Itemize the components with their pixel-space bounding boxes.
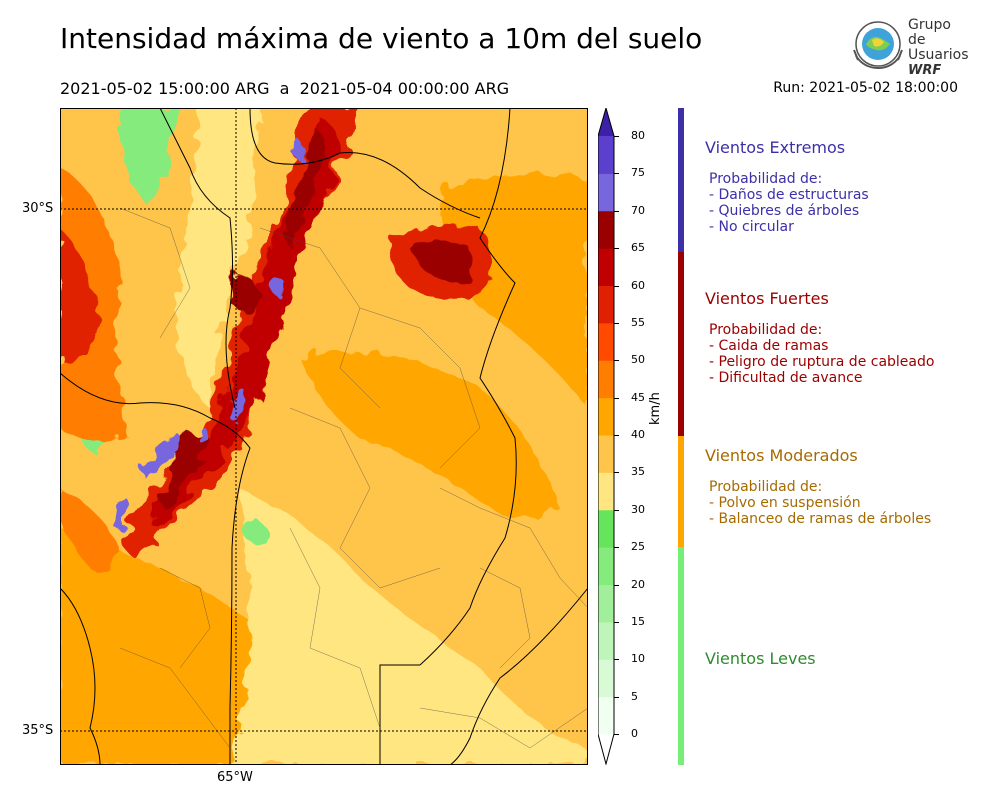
colorbar-tick-label: 70	[631, 203, 645, 217]
colorbar-tick-label: 5	[631, 689, 638, 703]
colorbar-segment	[598, 547, 614, 585]
category-block: Vientos Fuertes Probabilidad de: - Caida d…	[705, 289, 934, 386]
category-color-bar	[678, 108, 684, 252]
colorbar-tick	[614, 696, 619, 698]
category-description-line: - Daños de estructuras	[709, 187, 869, 203]
colorbar-segment	[598, 659, 614, 698]
colorbar-tick	[614, 285, 619, 287]
wind-field	[60, 108, 588, 765]
category-description: Probabilidad de: - Caida de ramas - Peligr…	[709, 322, 934, 386]
colorbar-tick	[614, 322, 619, 324]
category-block: Vientos Leves	[705, 649, 816, 668]
colorbar-tick-label: 65	[631, 241, 645, 255]
colorbar-tick	[614, 659, 619, 661]
category-description-line: - Peligro de ruptura de cableado	[709, 354, 935, 370]
colorbar-segment	[598, 696, 614, 735]
colorbar-segment	[598, 322, 614, 361]
colorbar-tick-label: 50	[631, 353, 645, 367]
department-borders	[119, 207, 588, 749]
category-description-line: - No circular	[709, 219, 794, 235]
category-color-bar	[678, 252, 684, 436]
colorbar-segment	[598, 248, 614, 286]
category-description-line: Probabilidad de:	[709, 479, 823, 495]
colorbar-tick	[614, 136, 619, 137]
colorbar-tick-label: 55	[631, 315, 645, 329]
wind-map	[60, 108, 588, 765]
colorbar-tick-label: 45	[631, 390, 645, 404]
colorbar-tick-label: 60	[631, 278, 645, 292]
colorbar-tick-label: 75	[631, 166, 645, 180]
colorbar-tick-label: 20	[631, 577, 645, 591]
chart-title: Intensidad máxima de viento a 10m del su…	[60, 22, 703, 55]
category-description: Probabilidad de: - Daños de estructuras - …	[709, 171, 869, 235]
colorbar-segment	[598, 173, 614, 212]
category-title: Vientos Extremos	[705, 138, 846, 157]
run-time: Run: 2021-05-02 18:00:00	[773, 80, 958, 96]
colorbar-tick	[614, 173, 619, 175]
lat-label-30s: 30°S	[22, 201, 54, 216]
category-description-line: - Caida de ramas	[709, 338, 829, 354]
colorbar-tick-label: 0	[631, 727, 638, 740]
category-description-line: Probabilidad de:	[709, 322, 823, 338]
colorbar-segment	[598, 435, 614, 473]
colorbar-tick	[614, 210, 619, 212]
colorbar	[598, 108, 615, 765]
forecast-period: 2021-05-02 15:00:00 ARG a 2021-05-04 00:…	[60, 79, 510, 98]
category-title: Vientos Leves	[705, 649, 816, 668]
category-description-line: Probabilidad de:	[709, 171, 823, 187]
category-description: Probabilidad de: - Polvo en suspensión - B…	[709, 479, 931, 527]
colorbar-segment	[598, 472, 614, 511]
colorbar-tick-label: 25	[631, 540, 645, 554]
logo-emblem-icon	[853, 21, 903, 70]
colorbar-tick	[614, 435, 619, 436]
colorbar-tick-label: 30	[631, 502, 645, 516]
colorbar-segment	[598, 584, 614, 623]
colorbar-segment	[598, 285, 614, 324]
province-borders	[60, 108, 588, 765]
colorbar-tick	[614, 547, 619, 549]
colorbar-tick	[614, 734, 619, 735]
colorbar-tick	[614, 509, 619, 511]
colorbar-segment	[598, 397, 614, 436]
colorbar-segment	[598, 136, 614, 174]
colorbar-tick	[614, 397, 619, 399]
category-description-line: - Dificultad de avance	[709, 370, 863, 386]
category-description-line: - Polvo en suspensión	[709, 495, 861, 511]
colorbar-unit: km/h	[648, 392, 663, 425]
colorbar-segment	[598, 621, 614, 660]
category-color-bar	[678, 547, 684, 765]
lat-label-35s: 35°S	[22, 723, 54, 738]
graticule	[60, 108, 588, 765]
logo-text: Grupo de Usuarios WRF	[908, 17, 969, 79]
category-color-bar	[678, 436, 684, 547]
category-block: Vientos Extremos Probabilidad de: - Daños …	[705, 138, 869, 235]
colorbar-tick-label: 80	[631, 129, 645, 142]
category-title: Vientos Fuertes	[705, 289, 829, 308]
colorbar-segment	[598, 210, 614, 249]
colorbar-tick	[614, 621, 619, 623]
colorbar-tick-label: 35	[631, 465, 645, 479]
colorbar-tick	[614, 248, 619, 250]
colorbar-segment	[598, 509, 614, 548]
colorbar-tick-label: 40	[631, 428, 645, 441]
wrf-users-logo: Grupo de Usuarios WRF	[850, 16, 970, 78]
category-description-line: - Quiebres de árboles	[709, 203, 860, 219]
colorbar-tick	[614, 584, 619, 586]
colorbar-tick-label: 15	[631, 614, 645, 628]
colorbar-tick	[614, 360, 619, 362]
colorbar-under-arrow	[598, 734, 614, 764]
lon-label-65w: 65°W	[217, 770, 253, 785]
colorbar-over-arrow	[598, 108, 614, 136]
category-block: Vientos Moderados Probabilidad de: - Polvo…	[705, 446, 931, 527]
category-description-line: - Balanceo de ramas de árboles	[709, 511, 932, 527]
category-title: Vientos Moderados	[705, 446, 858, 465]
colorbar-segment	[598, 360, 614, 399]
colorbar-tick-label: 10	[631, 652, 645, 666]
colorbar-tick	[614, 472, 619, 474]
